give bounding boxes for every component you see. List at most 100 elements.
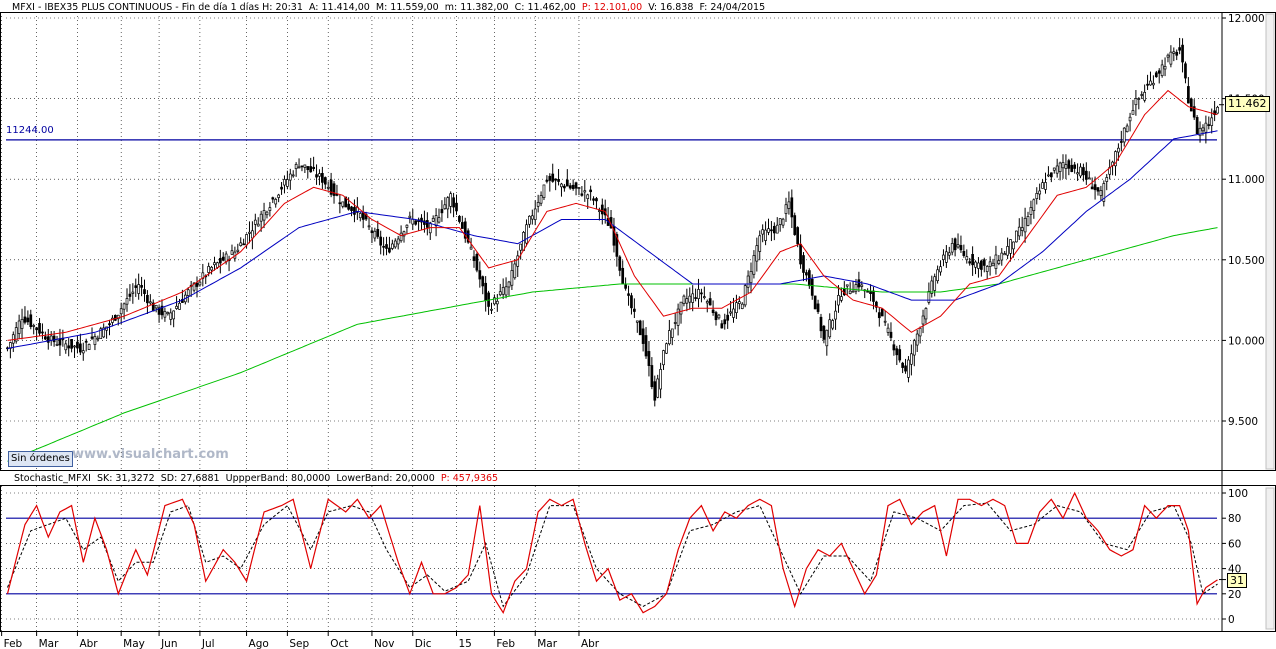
candle-body	[1181, 44, 1184, 63]
candle-body	[338, 202, 342, 205]
candle-body	[315, 174, 318, 178]
candle-body	[740, 303, 744, 309]
candle-body	[1082, 167, 1085, 176]
candle-body	[635, 320, 639, 323]
candle-body	[440, 208, 444, 214]
candle-body	[618, 256, 622, 271]
candle-body	[910, 353, 913, 365]
candle-body	[198, 281, 202, 286]
candle-body	[898, 349, 902, 361]
candle-body	[571, 184, 575, 189]
candle-body	[478, 270, 482, 280]
candle-body	[749, 271, 753, 284]
candle-body	[1047, 174, 1050, 177]
candle-body	[927, 290, 931, 303]
candle-body	[1175, 51, 1179, 56]
candle-body	[936, 269, 939, 282]
candle-body	[437, 217, 441, 223]
candle-body	[851, 290, 855, 293]
candle-body	[446, 197, 450, 210]
candle-body	[545, 179, 549, 182]
candle-body	[143, 289, 146, 294]
month-label: Jun	[160, 638, 177, 649]
candle-body	[650, 365, 654, 388]
candle-body	[67, 345, 71, 349]
ma-fast-line	[7, 89, 1218, 341]
candle-body	[323, 177, 327, 185]
stoch-header-sk: SK: 31,3272	[96, 473, 155, 484]
candle-body	[735, 302, 738, 314]
candle-body	[1017, 226, 1021, 237]
watermark-text: www.visualchart.com	[72, 447, 229, 462]
candle-body	[980, 260, 983, 270]
candle-body	[382, 245, 385, 248]
candle-body	[49, 335, 53, 341]
candle-body	[490, 308, 493, 311]
candle-body	[732, 308, 735, 318]
candle-body	[1032, 199, 1036, 211]
candle-body	[501, 287, 505, 295]
candle-body	[930, 280, 934, 294]
candle-body	[481, 276, 485, 287]
month-label: Mar	[537, 638, 557, 649]
orders-status-button[interactable]: Sin órdenes	[8, 451, 73, 467]
candle-body	[452, 197, 455, 208]
candle-body	[242, 243, 245, 246]
candle-body	[443, 204, 447, 210]
candle-body	[781, 218, 785, 226]
watermark: www.visualchart.com	[72, 447, 229, 462]
candle-body	[484, 282, 488, 302]
candle-body	[137, 284, 141, 294]
last-price-value: 11.462	[1228, 97, 1267, 110]
last-price-badge: 11.462	[1225, 96, 1270, 112]
hline-label: 11244.00	[6, 125, 54, 136]
candle-body	[259, 213, 263, 222]
candle-body	[347, 203, 350, 210]
month-label: Sep	[289, 638, 309, 649]
candle-body	[402, 231, 406, 237]
candle-body	[840, 296, 843, 301]
candle-body	[26, 317, 30, 323]
candle-body	[341, 201, 345, 207]
month-label: Nov	[374, 638, 395, 649]
candle-body	[256, 223, 260, 227]
candle-body	[662, 350, 665, 366]
candle-body	[1114, 151, 1117, 167]
candle-body	[644, 335, 648, 357]
candle-body	[321, 173, 324, 183]
candle-body	[306, 166, 310, 171]
candle-body	[1154, 72, 1158, 78]
candle-body	[845, 284, 849, 287]
stoch-tick-label: 0	[1228, 614, 1235, 626]
header-m-min: m: 11.382,00	[444, 2, 509, 13]
candle-body	[723, 319, 727, 325]
candle-body	[589, 189, 592, 193]
candle-body	[134, 285, 138, 288]
candle-body	[857, 279, 861, 288]
candle-body	[154, 304, 158, 309]
candle-body	[831, 320, 834, 329]
candle-body	[615, 234, 619, 257]
candle-body	[694, 297, 697, 299]
candle-body	[274, 199, 278, 205]
candle-body	[96, 337, 100, 340]
candle-body	[303, 164, 307, 168]
candle-body	[251, 230, 254, 239]
candle-body	[253, 219, 257, 225]
candle-body	[825, 329, 829, 347]
candle-body	[682, 295, 686, 304]
candle-body	[775, 224, 779, 234]
candle-body	[539, 195, 543, 204]
candle-body	[761, 229, 765, 235]
candle-body	[458, 215, 461, 222]
candle-body	[213, 262, 216, 266]
candle-body	[294, 164, 298, 170]
candle-body	[1128, 116, 1132, 122]
stoch-sd-line	[7, 502, 1218, 608]
month-label: Jul	[201, 638, 215, 649]
candle-body	[586, 194, 590, 199]
candle-body	[475, 254, 479, 271]
header-h: H: 20:31	[262, 2, 303, 13]
candle-body	[113, 314, 117, 321]
